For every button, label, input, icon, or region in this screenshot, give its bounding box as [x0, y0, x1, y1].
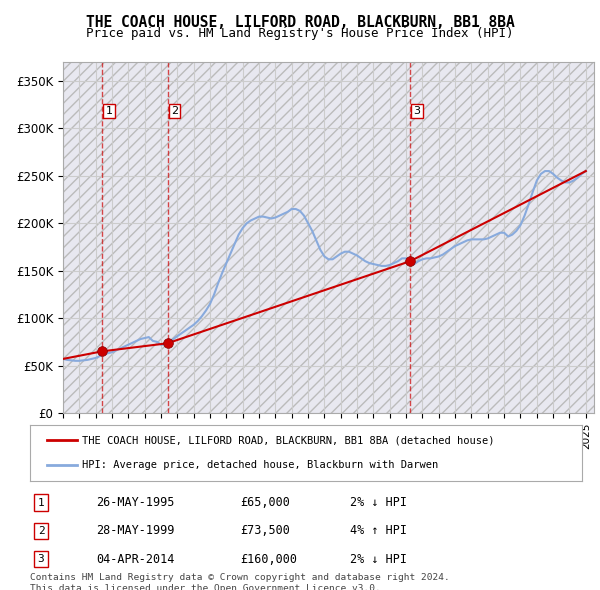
Text: 26-MAY-1995: 26-MAY-1995 — [96, 496, 175, 509]
Text: Contains HM Land Registry data © Crown copyright and database right 2024.
This d: Contains HM Land Registry data © Crown c… — [30, 573, 450, 590]
Text: 28-MAY-1999: 28-MAY-1999 — [96, 525, 175, 537]
Text: 04-APR-2014: 04-APR-2014 — [96, 553, 175, 566]
Text: 2: 2 — [171, 106, 178, 116]
Text: 2% ↓ HPI: 2% ↓ HPI — [350, 553, 407, 566]
Text: £73,500: £73,500 — [240, 525, 290, 537]
Text: 1: 1 — [38, 497, 44, 507]
Text: 1: 1 — [106, 106, 112, 116]
Text: £65,000: £65,000 — [240, 496, 290, 509]
Text: THE COACH HOUSE, LILFORD ROAD, BLACKBURN, BB1 8BA (detached house): THE COACH HOUSE, LILFORD ROAD, BLACKBURN… — [82, 435, 495, 445]
Text: £160,000: £160,000 — [240, 553, 297, 566]
Text: THE COACH HOUSE, LILFORD ROAD, BLACKBURN, BB1 8BA: THE COACH HOUSE, LILFORD ROAD, BLACKBURN… — [86, 15, 514, 30]
Text: HPI: Average price, detached house, Blackburn with Darwen: HPI: Average price, detached house, Blac… — [82, 460, 439, 470]
Text: Price paid vs. HM Land Registry's House Price Index (HPI): Price paid vs. HM Land Registry's House … — [86, 27, 514, 40]
Text: 3: 3 — [38, 554, 44, 564]
Text: 2% ↓ HPI: 2% ↓ HPI — [350, 496, 407, 509]
Text: 3: 3 — [413, 106, 421, 116]
Text: 2: 2 — [38, 526, 44, 536]
Text: 4% ↑ HPI: 4% ↑ HPI — [350, 525, 407, 537]
